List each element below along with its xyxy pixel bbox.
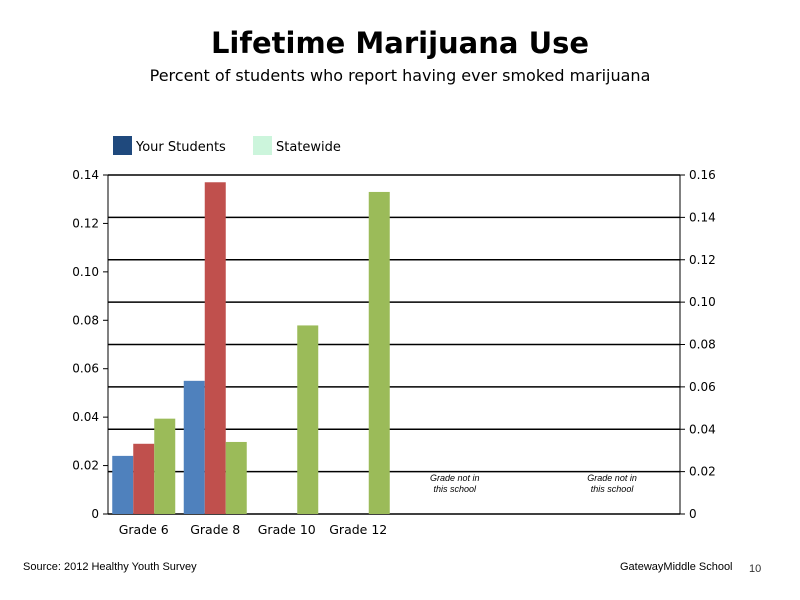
right-axis-tick-label: 0.12 — [689, 253, 716, 267]
right-axis-tick-label: 0 — [689, 507, 697, 521]
bar — [112, 455, 134, 514]
left-axis-tick-label: 0.02 — [72, 459, 99, 473]
bar — [204, 182, 226, 514]
left-axis-tick-label: 0.06 — [72, 362, 99, 376]
left-axis-tick-label: 0.08 — [72, 313, 99, 327]
bar — [368, 191, 390, 514]
right-axis-tick-label: 0.14 — [689, 210, 716, 224]
left-axis-tick-label: 0.04 — [72, 410, 99, 424]
bar — [183, 380, 205, 514]
right-axis-tick-label: 0.06 — [689, 380, 716, 394]
legend-label: Statewide — [276, 140, 341, 155]
left-axis-tick-label: 0.10 — [72, 265, 99, 279]
no-data-note: Grade not in — [430, 473, 480, 483]
left-axis-tick-label: 0 — [91, 507, 99, 521]
legend-swatch — [253, 136, 272, 155]
page-number: 10 — [749, 563, 762, 575]
legend-label: Your Students — [135, 140, 226, 155]
no-data-note: this school — [434, 484, 478, 494]
right-axis-tick-label: 0.02 — [689, 465, 716, 479]
chart-subtitle: Percent of students who report having ev… — [149, 66, 651, 85]
no-data-note: this school — [591, 484, 635, 494]
bar — [225, 441, 247, 514]
left-axis-tick-label: 0.12 — [72, 216, 99, 230]
right-axis-tick-label: 0.16 — [689, 168, 716, 182]
bar — [133, 443, 155, 514]
x-axis-tick-label: Grade 6 — [119, 522, 169, 537]
right-axis-tick-label: 0.08 — [689, 338, 716, 352]
right-axis-tick-label: 0.10 — [689, 295, 716, 309]
x-axis-tick-label: Grade 8 — [190, 522, 240, 537]
chart-title: Lifetime Marijuana Use — [210, 26, 590, 60]
source-note: Source: 2012 Healthy Youth Survey — [23, 561, 197, 573]
legend-swatch — [113, 136, 132, 155]
bar — [154, 418, 176, 514]
right-axis-tick-label: 0.04 — [689, 422, 716, 436]
school-name: GatewayMiddle School — [620, 561, 733, 573]
x-axis-tick-label: Grade 10 — [258, 522, 316, 537]
bar — [297, 325, 319, 514]
no-data-note: Grade not in — [587, 473, 637, 483]
x-axis-tick-label: Grade 12 — [329, 522, 387, 537]
left-axis-tick-label: 0.14 — [72, 168, 99, 182]
